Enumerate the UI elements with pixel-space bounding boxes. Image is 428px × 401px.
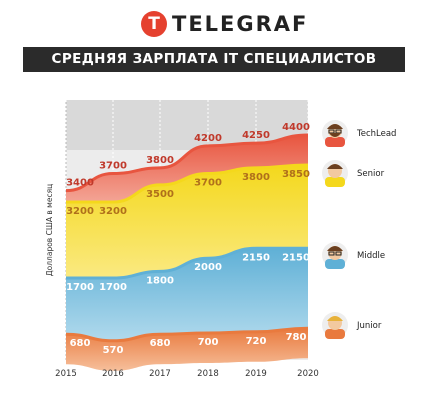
y-axis-label: Долларов США в месяц <box>45 184 54 276</box>
value-label: 720 <box>246 336 267 347</box>
value-label: 4200 <box>194 133 222 144</box>
value-label: 4400 <box>282 122 310 133</box>
value-label: 700 <box>198 337 219 348</box>
value-label: 680 <box>150 338 171 349</box>
chart-title: СРЕДНЯЯ ЗАРПЛАТА IT СПЕЦИАЛИСТОВ <box>23 47 405 72</box>
legend-label-middle: Middle <box>357 251 385 261</box>
series-line-senior <box>65 163 309 204</box>
telegraf-logo-icon: T <box>141 11 167 37</box>
legend-label-senior: Senior <box>357 169 385 179</box>
series-area-techlead <box>66 135 308 212</box>
value-label: 3700 <box>99 161 127 172</box>
value-label: 780 <box>286 332 307 343</box>
series-line-techlead <box>65 133 309 193</box>
value-label: 3800 <box>242 172 270 183</box>
value-label: 2150 <box>282 252 310 263</box>
role-avatar-icon <box>322 160 348 187</box>
value-label: 2150 <box>242 252 270 263</box>
x-tick-label: 2016 <box>102 369 124 379</box>
series-area-middle <box>66 248 308 351</box>
value-label: 1700 <box>66 282 94 293</box>
role-avatar-icon <box>322 120 348 147</box>
x-tick-label: 2018 <box>197 369 219 379</box>
value-label: 3700 <box>194 178 222 189</box>
value-label: 1800 <box>146 275 174 286</box>
series-line-middle <box>66 246 308 280</box>
value-label: 3200 <box>66 206 94 217</box>
x-tick-label: 2015 <box>55 369 77 379</box>
x-tick-label: 2017 <box>149 369 171 379</box>
logo-text: TELEGRAF <box>172 12 309 36</box>
series-area-junior <box>66 328 308 371</box>
logo: T TELEGRAF <box>0 10 428 38</box>
value-label: 1700 <box>99 282 127 293</box>
value-label: 3400 <box>66 178 94 189</box>
value-label: 3850 <box>282 169 310 180</box>
legend-label-junior: Junior <box>356 321 382 331</box>
role-avatar-icon <box>322 242 348 269</box>
value-label: 570 <box>103 345 124 356</box>
value-label: 680 <box>70 338 91 349</box>
role-avatar-icon <box>322 312 348 339</box>
value-label: 4250 <box>242 130 270 141</box>
value-label: 2000 <box>194 262 222 273</box>
x-tick-label: 2020 <box>297 369 319 379</box>
legend-label-techlead: TechLead <box>356 129 396 139</box>
x-tick-label: 2019 <box>245 369 267 379</box>
series-line-junior <box>65 326 309 343</box>
value-label: 3500 <box>146 189 174 200</box>
value-label: 3800 <box>146 155 174 166</box>
value-label: 3200 <box>99 206 127 217</box>
